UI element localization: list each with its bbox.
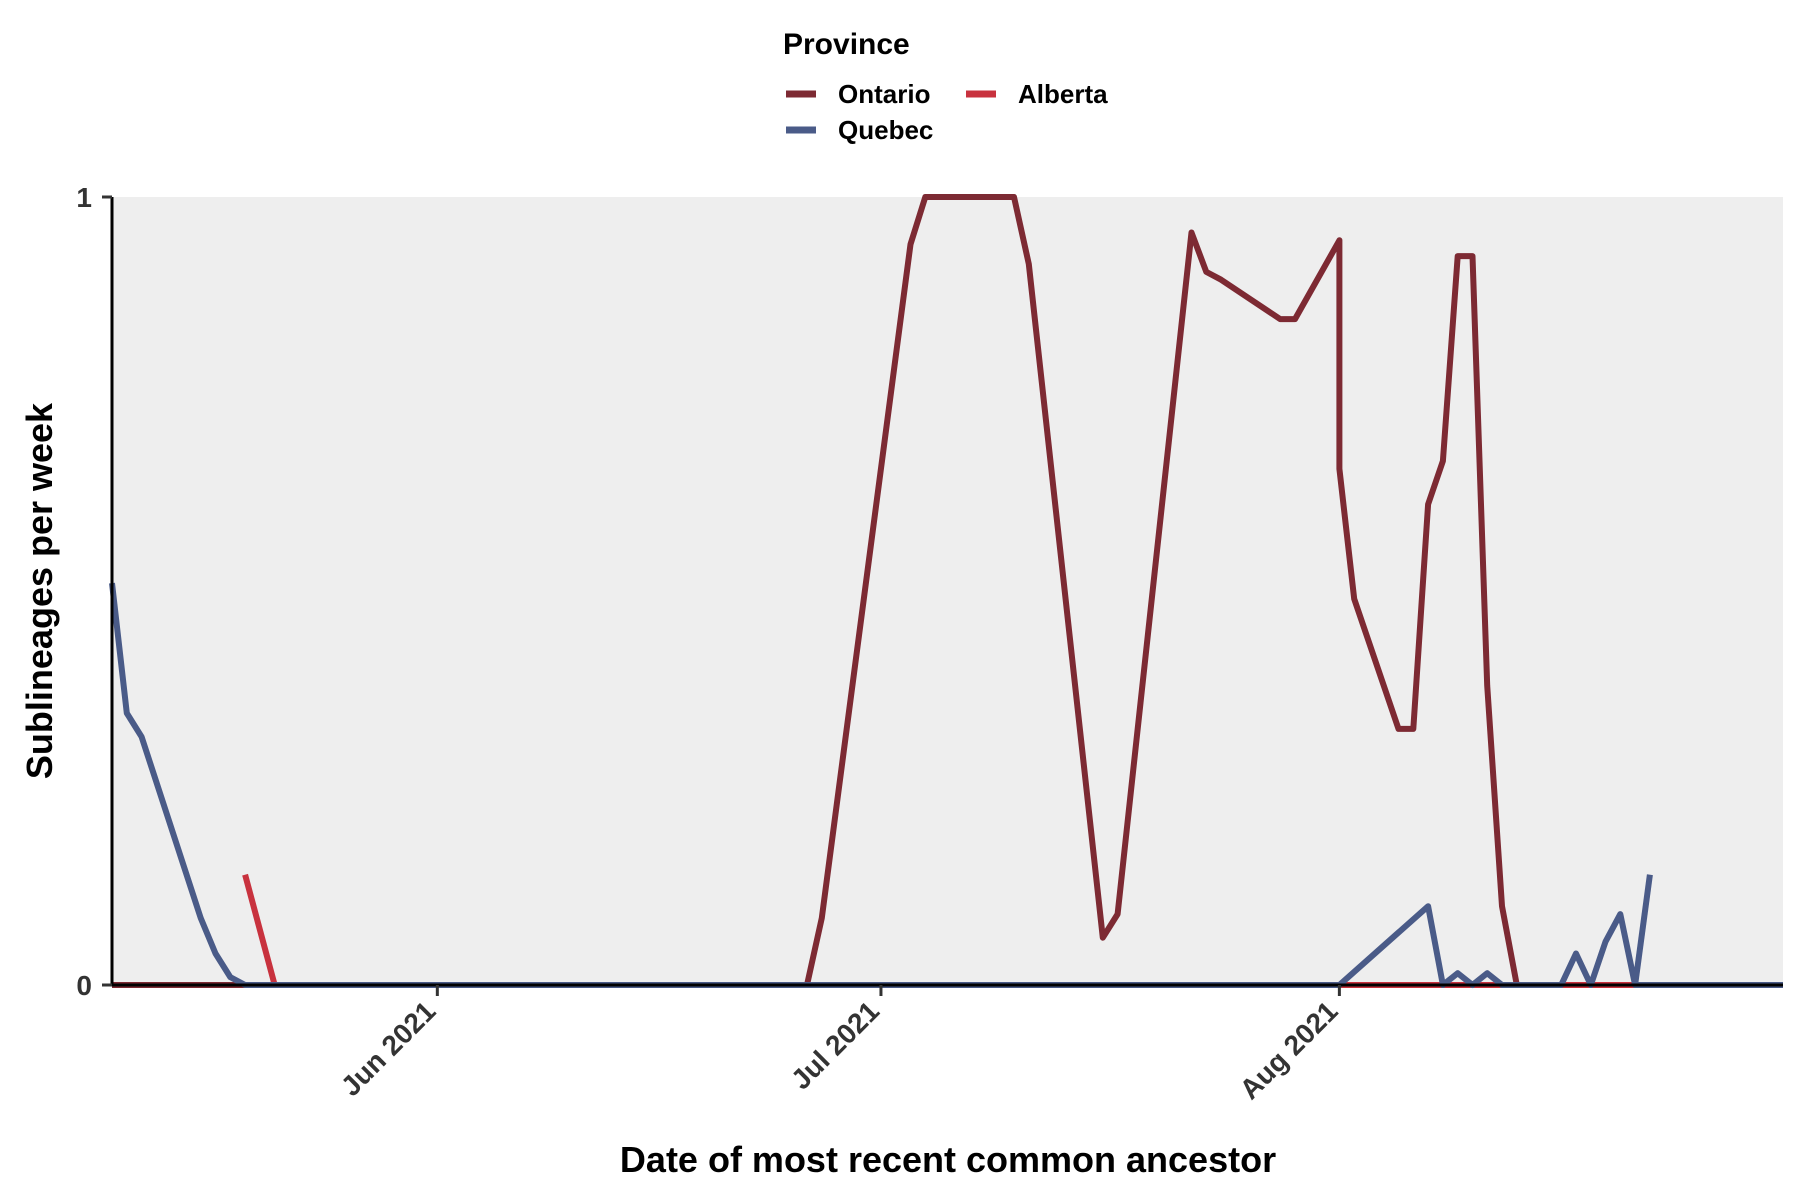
y-ticks: 01: [76, 182, 112, 1001]
y-tick-label: 0: [76, 970, 92, 1001]
y-axis-label: Sublineages per week: [19, 402, 60, 779]
series-line-quebec: [109, 582, 1783, 988]
x-tick-label: Aug 2021: [1234, 995, 1344, 1105]
legend-label-alberta: Alberta: [1018, 79, 1108, 109]
legend-label-ontario: Ontario: [838, 79, 930, 109]
y-tick-label: 1: [76, 182, 92, 213]
x-ticks: Jun 2021 Jul 2021 Aug 2021: [335, 985, 1344, 1105]
legend: Ontario Alberta Quebec: [786, 79, 1108, 145]
series-line-quebec-segment: [1632, 874, 1653, 986]
x-axis-label: Date of most recent common ancestor: [620, 1139, 1276, 1180]
legend-label-quebec: Quebec: [838, 115, 933, 145]
x-tick-label: Jul 2021: [785, 995, 885, 1095]
x-tick-label: Jun 2021: [335, 995, 442, 1102]
panel-background: [112, 197, 1783, 985]
legend-title: Province: [783, 28, 910, 61]
